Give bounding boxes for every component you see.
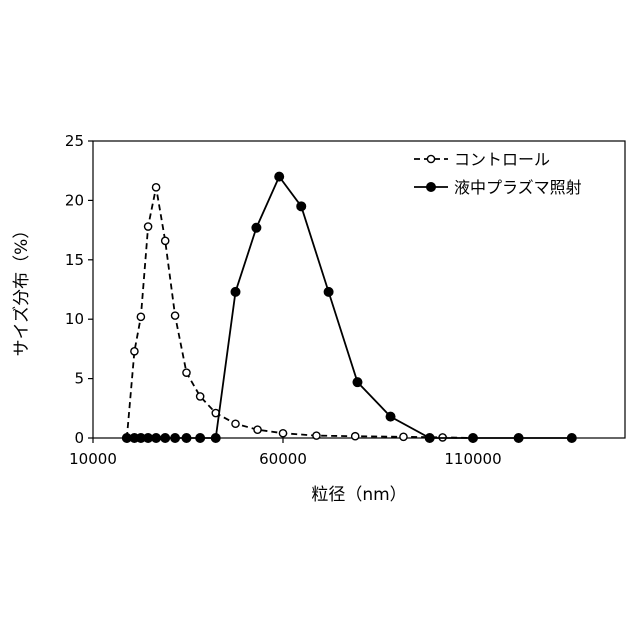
series-layer — [123, 172, 577, 442]
data-point — [162, 237, 169, 244]
series-line — [127, 187, 473, 438]
y-axis-title: サイズ分布（%） — [12, 222, 32, 357]
data-point — [232, 420, 239, 427]
data-point — [152, 434, 161, 443]
y-axis-ticks: 0 5 10 15 20 25 — [65, 132, 93, 447]
data-point — [171, 312, 178, 319]
series-line — [127, 177, 572, 438]
data-point — [131, 348, 138, 355]
data-point — [231, 288, 240, 297]
data-point — [196, 434, 205, 443]
x-axis-title: 粒径（nm） — [311, 485, 406, 505]
y-tick-label: 0 — [74, 429, 84, 447]
x-tick-label: 10000 — [69, 450, 117, 468]
x-tick-label: 60000 — [259, 450, 307, 468]
data-point — [568, 434, 577, 443]
legend: コントロール液中プラズマ照射 — [414, 150, 582, 197]
data-point — [254, 426, 261, 433]
y-tick-label: 5 — [74, 370, 84, 388]
data-point — [386, 412, 395, 421]
legend-marker — [427, 183, 436, 192]
y-tick-label: 25 — [65, 132, 84, 150]
data-point — [161, 434, 170, 443]
legend-entry: コントロール — [414, 150, 550, 169]
y-tick-label: 15 — [65, 251, 84, 269]
series-1 — [123, 184, 476, 442]
data-point — [171, 434, 180, 443]
data-point — [469, 434, 478, 443]
data-point — [400, 433, 407, 440]
data-point — [145, 223, 152, 230]
legend-label: 液中プラズマ照射 — [454, 178, 582, 197]
data-point — [425, 434, 434, 443]
y-tick-label: 10 — [65, 310, 84, 328]
data-point — [137, 313, 144, 320]
legend-label: コントロール — [454, 150, 550, 169]
legend-entry: 液中プラズマ照射 — [414, 178, 582, 197]
y-tick-label: 20 — [65, 191, 84, 209]
legend-marker — [427, 155, 434, 162]
data-point — [353, 378, 362, 387]
data-point — [514, 434, 523, 443]
data-point — [183, 369, 190, 376]
data-point — [252, 223, 261, 232]
series-2 — [123, 172, 577, 442]
data-point — [182, 434, 191, 443]
data-point — [313, 432, 320, 439]
data-point — [197, 393, 204, 400]
x-tick-label: 110000 — [444, 450, 501, 468]
data-point — [297, 202, 306, 211]
data-point — [152, 184, 159, 191]
data-point — [324, 288, 333, 297]
data-point — [275, 172, 284, 181]
data-point — [211, 434, 220, 443]
data-point — [352, 433, 359, 440]
data-point — [279, 430, 286, 437]
